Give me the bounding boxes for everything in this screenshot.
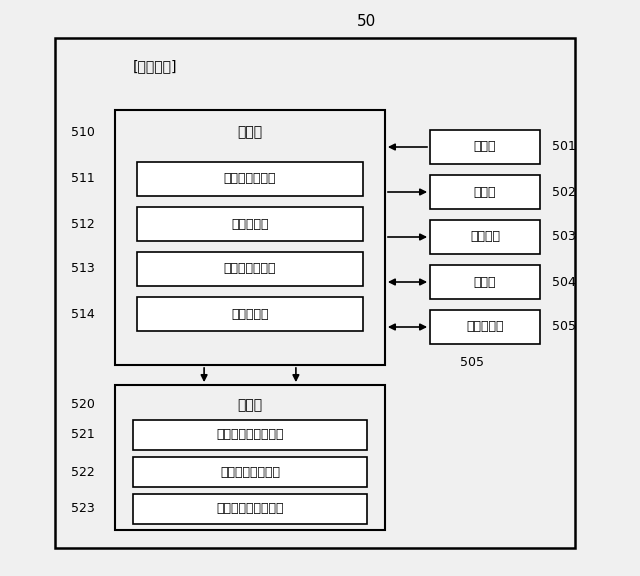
Text: 処理部: 処理部 — [237, 125, 262, 139]
Bar — [137, 162, 363, 196]
Bar — [115, 110, 385, 365]
Text: 502: 502 — [552, 185, 576, 199]
Text: 踏切通過位置情報: 踏切通過位置情報 — [220, 465, 280, 479]
Text: 505: 505 — [460, 355, 484, 369]
Text: [車上装置]: [車上装置] — [132, 59, 177, 73]
Text: 503: 503 — [552, 230, 576, 244]
Text: 位置通知部: 位置通知部 — [231, 218, 269, 230]
Text: 記憶部: 記憶部 — [237, 398, 262, 412]
Text: 自列車位置速度情報: 自列車位置速度情報 — [216, 502, 284, 516]
Text: 523: 523 — [71, 502, 95, 516]
Text: 514: 514 — [71, 308, 95, 320]
Text: 511: 511 — [71, 172, 95, 185]
Bar — [55, 38, 575, 548]
Text: 無線通信部: 無線通信部 — [467, 320, 504, 334]
Bar — [430, 220, 540, 254]
Bar — [133, 457, 367, 487]
Text: 522: 522 — [71, 465, 95, 479]
Text: 520: 520 — [71, 399, 95, 411]
Bar — [137, 252, 363, 286]
Text: 操作部: 操作部 — [474, 141, 496, 153]
Bar — [137, 297, 363, 331]
Text: 位置速度算出部: 位置速度算出部 — [224, 172, 276, 185]
Text: 車上制御プログラム: 車上制御プログラム — [216, 429, 284, 441]
Text: 走行制御部: 走行制御部 — [231, 308, 269, 320]
Text: 521: 521 — [71, 429, 95, 441]
Bar — [430, 130, 540, 164]
Text: 504: 504 — [552, 275, 576, 289]
Text: 510: 510 — [71, 126, 95, 138]
Text: 表示部: 表示部 — [474, 185, 496, 199]
Bar — [133, 494, 367, 524]
Text: 50: 50 — [357, 14, 376, 29]
Bar — [115, 385, 385, 530]
Text: 踏切通過検知部: 踏切通過検知部 — [224, 263, 276, 275]
Text: 512: 512 — [71, 218, 95, 230]
Text: 513: 513 — [71, 263, 95, 275]
Bar — [430, 310, 540, 344]
Text: 時計部: 時計部 — [474, 275, 496, 289]
Bar — [137, 207, 363, 241]
Bar — [430, 265, 540, 299]
Bar — [430, 175, 540, 209]
Text: 501: 501 — [552, 141, 576, 153]
Text: 音出力部: 音出力部 — [470, 230, 500, 244]
Text: 505: 505 — [552, 320, 576, 334]
Bar — [133, 420, 367, 450]
